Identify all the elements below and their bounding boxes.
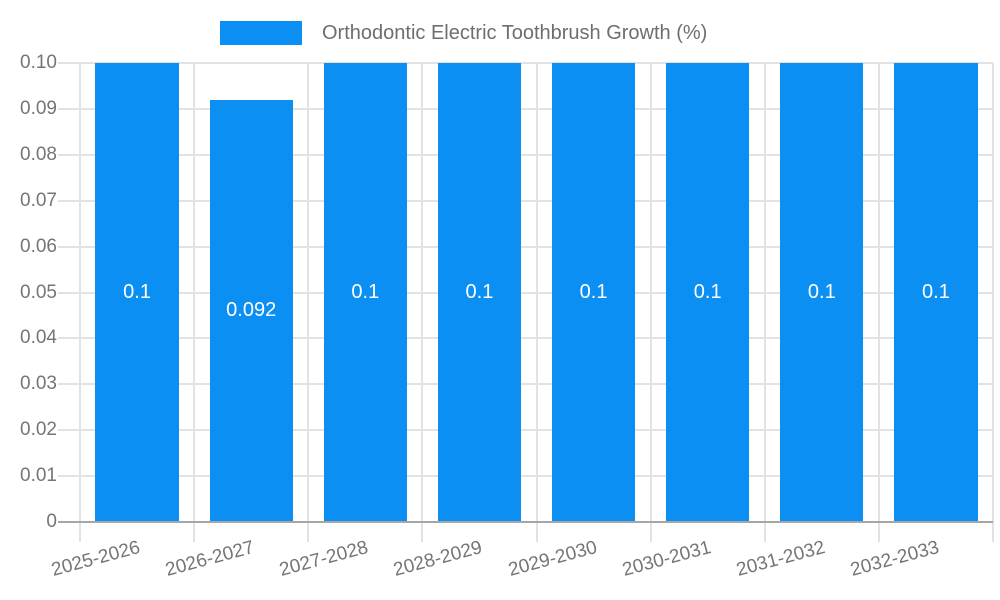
bar: 0.1 <box>894 63 978 522</box>
gridline-vertical <box>79 63 81 542</box>
bar: 0.1 <box>551 63 636 522</box>
gridline-vertical <box>763 63 766 542</box>
gridline-vertical <box>535 63 538 542</box>
bar-value-label: 0.092 <box>226 299 277 322</box>
y-axis-tick-label: 0.08 <box>20 143 57 165</box>
gridline-vertical <box>877 63 880 542</box>
y-axis-tick-label: 0.09 <box>20 97 57 119</box>
gridline-horizontal <box>58 107 993 110</box>
bar: 0.1 <box>666 63 750 522</box>
gridline-horizontal <box>58 62 993 64</box>
gridline-vertical <box>307 63 310 542</box>
gridline-horizontal <box>58 291 993 294</box>
y-axis-tick-label: 0.01 <box>20 465 57 487</box>
y-axis-tick-label: 0.04 <box>20 327 57 349</box>
bar-value-label: 0.1 <box>579 281 608 303</box>
legend: Orthodontic Electric Toothbrush Growth (… <box>220 21 707 45</box>
y-axis-tick-label: 0.02 <box>20 419 57 441</box>
y-axis-tick-label: 0.07 <box>20 189 57 211</box>
y-axis-tick-label: 0.05 <box>20 281 57 303</box>
bar-value-label: 0.1 <box>807 281 836 303</box>
legend-swatch <box>220 21 302 45</box>
gridline-vertical <box>992 63 994 542</box>
bar: 0.1 <box>437 63 522 522</box>
gridline-vertical <box>193 63 196 542</box>
y-axis-tick-label: 0 <box>46 511 57 532</box>
gridline-horizontal <box>58 153 993 156</box>
bar: 0.1 <box>780 63 864 522</box>
gridline-horizontal <box>58 383 993 386</box>
y-axis-tick-label: 0.10 <box>20 52 57 73</box>
x-axis-line <box>58 521 993 523</box>
gridline-horizontal <box>58 245 993 248</box>
bar-value-label: 0.1 <box>922 281 950 303</box>
bar-value-label: 0.1 <box>351 281 380 303</box>
bar: 0.1 <box>95 63 179 522</box>
y-axis-tick-label: 0.06 <box>20 235 57 257</box>
gridline-vertical <box>421 63 424 542</box>
y-axis-tick-label: 0.03 <box>20 373 57 395</box>
gridline-vertical <box>649 63 652 542</box>
bar: 0.092 <box>209 99 293 522</box>
bar-value-label: 0.1 <box>123 281 151 303</box>
legend-label: Orthodontic Electric Toothbrush Growth (… <box>322 21 708 44</box>
gridline-horizontal <box>58 429 993 432</box>
plot-area: 0.10 0.09 0.08 0.07 0.06 0.05 0.04 0.03 0.02 0.01… <box>20 52 994 581</box>
bar: 0.1 <box>323 63 407 522</box>
gridline-horizontal <box>58 337 993 340</box>
bar-value-label: 0.1 <box>693 281 722 303</box>
bar-value-label: 0.1 <box>465 281 494 303</box>
gridline-horizontal <box>58 475 993 478</box>
gridline-horizontal <box>58 199 993 202</box>
